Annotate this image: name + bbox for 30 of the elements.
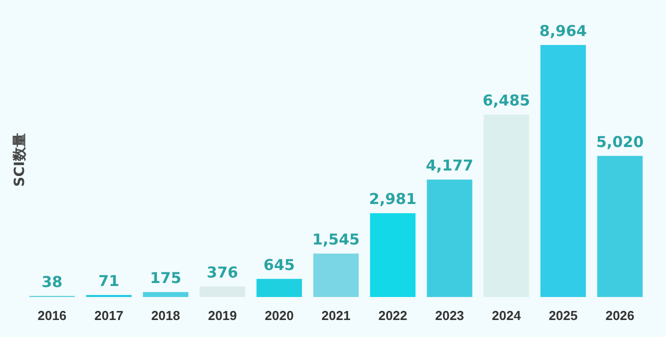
bar bbox=[313, 254, 359, 297]
bar bbox=[256, 278, 302, 297]
data-label: 645 bbox=[264, 256, 295, 274]
x-tick-label: 2025 bbox=[548, 308, 578, 324]
x-tick-label: 2026 bbox=[605, 308, 634, 324]
x-tick-label: 2022 bbox=[378, 308, 408, 324]
x-tick-label: 2018 bbox=[151, 308, 180, 324]
x-tick-label: 2017 bbox=[94, 308, 124, 324]
data-label: 1,545 bbox=[312, 230, 360, 249]
data-label: 8,964 bbox=[539, 22, 587, 40]
data-label: 376 bbox=[206, 263, 238, 282]
data-label: 175 bbox=[150, 269, 182, 288]
x-tick-label: 2020 bbox=[264, 308, 294, 324]
x-tick-label: 2023 bbox=[435, 308, 464, 324]
x-tick-label: 2021 bbox=[322, 308, 350, 324]
bar bbox=[142, 292, 188, 297]
data-label: 38 bbox=[42, 272, 63, 291]
data-label: 71 bbox=[98, 272, 120, 290]
bar bbox=[540, 45, 586, 297]
x-tick-label: 2024 bbox=[492, 308, 522, 324]
data-label: 4,177 bbox=[426, 156, 474, 175]
bar bbox=[426, 180, 472, 297]
bar bbox=[597, 156, 643, 297]
y-axis-title: SCI数量 bbox=[12, 133, 28, 187]
data-label: 2,981 bbox=[369, 190, 417, 208]
x-tick-label: 2016 bbox=[38, 308, 67, 324]
bar bbox=[370, 213, 416, 297]
x-tick-label: 2019 bbox=[208, 308, 237, 324]
data-label: 5,020 bbox=[596, 132, 644, 151]
data-label: 6,485 bbox=[482, 92, 530, 110]
